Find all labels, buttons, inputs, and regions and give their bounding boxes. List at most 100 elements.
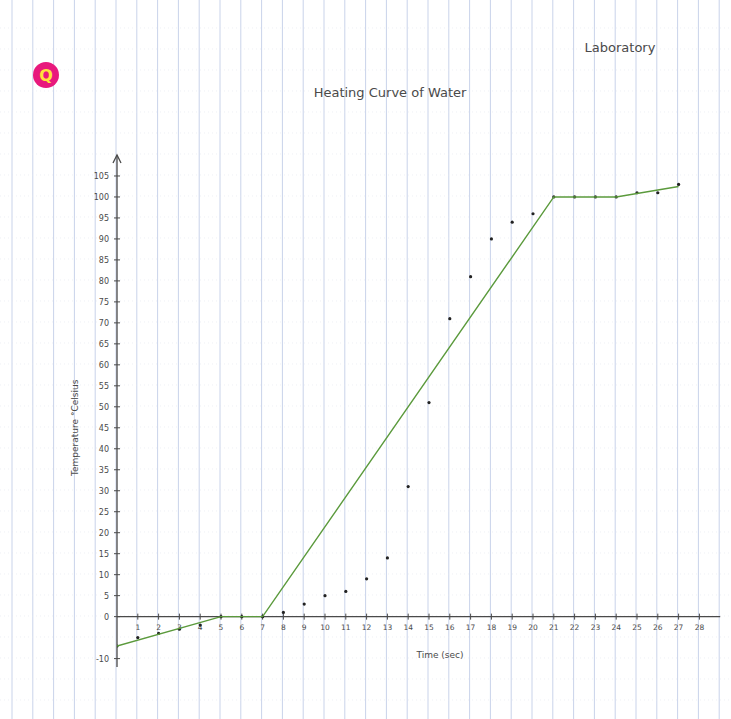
paper-line — [615, 0, 616, 719]
x-tick — [408, 614, 409, 620]
x-tick-label: 11 — [341, 623, 351, 632]
paper-line — [53, 0, 54, 719]
paper-line — [0, 553, 731, 554]
marks — [117, 183, 680, 648]
x-tick — [574, 614, 575, 620]
x-tick-label: 18 — [487, 623, 497, 632]
paper-line — [240, 0, 241, 719]
y-tick-label: 95 — [99, 214, 109, 223]
y-tick — [114, 490, 120, 491]
paper-line — [0, 301, 731, 302]
x-tick — [429, 614, 430, 620]
paper-line — [0, 427, 731, 428]
data-point — [365, 577, 368, 580]
data-point — [386, 556, 389, 559]
y-tick — [114, 574, 120, 575]
paper-line — [386, 0, 387, 719]
paper-line — [0, 217, 731, 218]
paper-line — [677, 0, 678, 719]
x-tick-label: 13 — [383, 623, 393, 632]
data-point — [427, 401, 430, 404]
chart-title: Heating Curve of Water — [314, 85, 467, 100]
paper-line — [220, 0, 221, 719]
paper-line — [0, 658, 731, 659]
paper-line — [0, 700, 731, 701]
y-tick — [114, 385, 120, 386]
paper-line — [74, 0, 75, 719]
x-tick-label: 10 — [320, 623, 330, 632]
y-tick-label: 45 — [99, 424, 109, 433]
x-tick — [699, 614, 700, 620]
y-tick-label: 90 — [99, 235, 109, 244]
y-tick — [114, 532, 120, 533]
paper-line — [469, 0, 470, 719]
y-tick — [114, 553, 120, 554]
x-tick-label: 4 — [198, 623, 203, 632]
y-tick-label: 85 — [99, 256, 109, 265]
y-tick-label: 20 — [99, 529, 109, 538]
y-tick — [114, 301, 120, 302]
x-tick — [512, 614, 513, 620]
y-tick — [114, 427, 120, 428]
x-tick-label: 9 — [302, 623, 307, 632]
paper-line — [32, 0, 33, 719]
canvas: QLaboratoryHeating Curve of Water-100510… — [0, 0, 731, 719]
paper-line — [0, 175, 731, 176]
x-tick-label: 14 — [403, 623, 413, 632]
x-tick-label: 5 — [219, 623, 224, 632]
data-point — [677, 183, 680, 186]
paper-line — [532, 0, 533, 719]
y-tick-label: 75 — [99, 298, 109, 307]
y-tick-label: 0 — [104, 613, 109, 622]
x-tick-label: 25 — [632, 623, 642, 632]
y-tick — [114, 238, 120, 239]
y-tick — [114, 322, 120, 323]
x-tick-label: 12 — [362, 623, 372, 632]
x-tick — [616, 614, 617, 620]
x-tick-label: 28 — [695, 623, 705, 632]
paper-line — [261, 0, 262, 719]
paper-line — [407, 0, 408, 719]
paper-line — [0, 343, 731, 344]
data-point — [511, 221, 514, 224]
paper-line — [448, 0, 449, 719]
paper-line — [116, 0, 117, 719]
paper-line — [0, 511, 731, 512]
x-tick — [366, 614, 367, 620]
x-tick-label: 19 — [507, 623, 517, 632]
y-tick — [114, 259, 120, 260]
y-tick — [114, 616, 120, 617]
paper-line — [656, 0, 657, 719]
data-point — [531, 212, 534, 215]
x-tick-label: 27 — [674, 623, 684, 632]
paper-line — [178, 0, 179, 719]
paper-line — [0, 637, 731, 638]
y-tick-label: 40 — [99, 445, 109, 454]
paper-line — [428, 0, 429, 719]
y-tick-label: 60 — [99, 361, 109, 370]
x-tick — [553, 614, 554, 620]
y-tick — [114, 196, 120, 197]
y-tick-label: 35 — [99, 466, 109, 475]
y-tick-label: 10 — [99, 571, 109, 580]
paper-line — [552, 0, 553, 719]
paper-line — [12, 0, 13, 719]
y-tick-label: 100 — [94, 193, 109, 202]
y-tick-label: -10 — [96, 655, 109, 664]
x-tick-label: 20 — [528, 623, 538, 632]
y-tick-label: 80 — [99, 277, 109, 286]
paper-line — [573, 0, 574, 719]
paper-line — [0, 490, 731, 491]
badge-circle — [33, 62, 59, 88]
x-tick — [137, 614, 138, 620]
paper-line — [0, 364, 731, 365]
x-tick — [637, 614, 638, 620]
paper-line — [719, 0, 720, 719]
data-point — [448, 317, 451, 320]
y-tick — [114, 469, 120, 470]
y-tick — [114, 511, 120, 512]
paper-line — [344, 0, 345, 719]
y-axis — [116, 155, 117, 667]
data-point — [303, 602, 306, 605]
paper-line — [511, 0, 512, 719]
